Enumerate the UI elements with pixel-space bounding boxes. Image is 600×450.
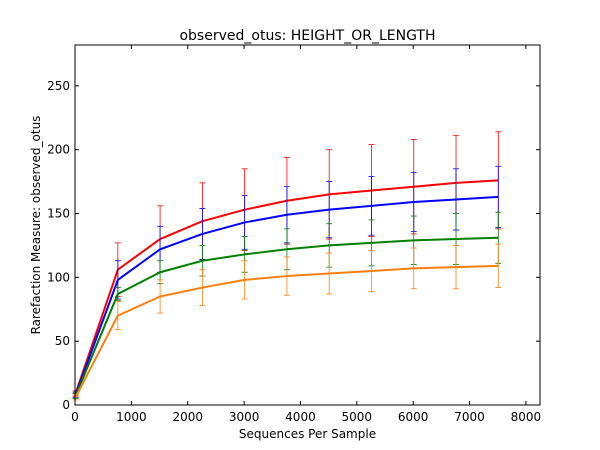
series-2 bbox=[72, 211, 502, 400]
series-line bbox=[74, 236, 499, 397]
plot-frame bbox=[74, 44, 541, 406]
series-line bbox=[74, 264, 499, 398]
y-tick-label: 100 bbox=[47, 270, 70, 284]
plot-area bbox=[72, 131, 502, 401]
x-tick-label: 1000 bbox=[116, 410, 147, 424]
series-3 bbox=[72, 243, 502, 401]
y-tick-label: 150 bbox=[47, 207, 70, 221]
series-line bbox=[74, 195, 499, 396]
x-axis-label: Sequences Per Sample bbox=[239, 427, 376, 441]
y-tick-label: 50 bbox=[55, 334, 70, 348]
y-axis-label: Rarefaction Measure: observed_otus bbox=[29, 116, 43, 335]
x-tick-label: 4000 bbox=[285, 410, 316, 424]
x-tick-label: 2000 bbox=[172, 410, 203, 424]
x-tick-label: 3000 bbox=[229, 410, 260, 424]
x-tick-label: 6000 bbox=[398, 410, 429, 424]
axis-ticks: 0 1000 2000 3000 4000 5000 6000 7000 8000 0 50 100 1… bbox=[47, 45, 541, 424]
x-tick-label: 0 bbox=[71, 410, 79, 424]
x-tick-label: 7000 bbox=[454, 410, 485, 424]
x-tick-label: 5000 bbox=[342, 410, 373, 424]
y-tick-label: 250 bbox=[47, 79, 70, 93]
y-tick-label: 200 bbox=[47, 143, 70, 157]
chart-title: observed_otus: HEIGHT_OR_LENGTH bbox=[179, 28, 435, 44]
y-tick-label: 0 bbox=[62, 398, 70, 412]
x-tick-label: 8000 bbox=[511, 410, 542, 424]
